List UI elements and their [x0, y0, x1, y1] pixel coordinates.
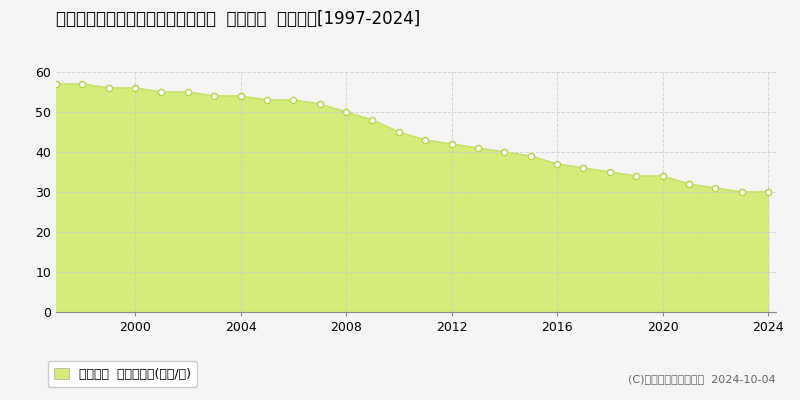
Legend: 基準地価  平均坊単価(万円/坊): 基準地価 平均坊単価(万円/坊)	[48, 362, 198, 387]
Text: (C)土地価格ドットコム  2024-10-04: (C)土地価格ドットコム 2024-10-04	[628, 374, 776, 384]
Text: 鹿児島県鹿児島市三和町４８番１５  基準地価  地価推移[1997-2024]: 鹿児島県鹿児島市三和町４８番１５ 基準地価 地価推移[1997-2024]	[56, 10, 420, 28]
